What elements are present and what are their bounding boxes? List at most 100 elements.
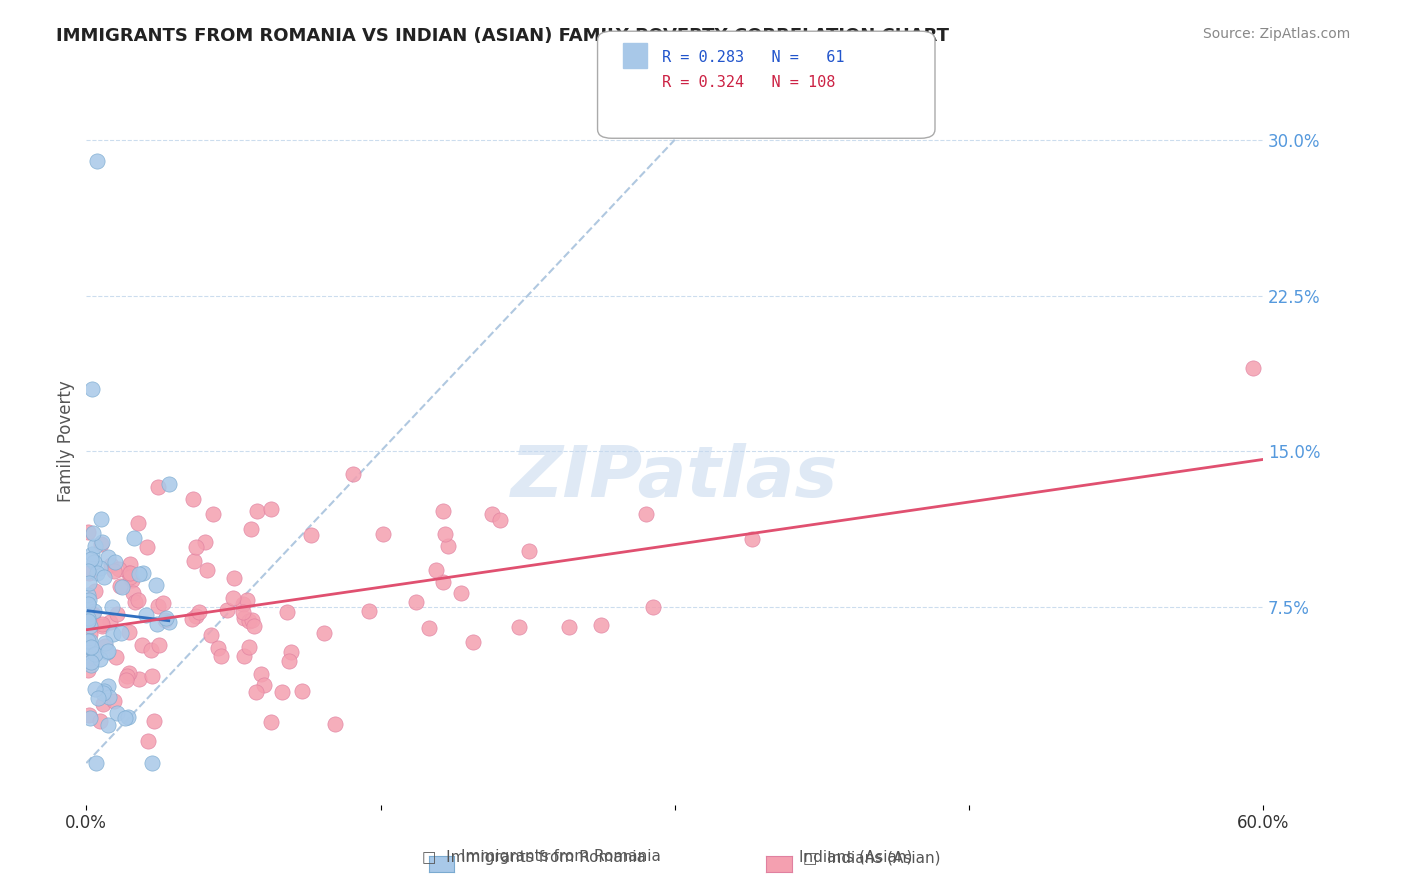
Point <box>323 717 346 731</box>
Point <box>83 539 105 553</box>
Point <box>97 644 120 658</box>
Text: Indians (Asian): Indians (Asian) <box>799 849 912 864</box>
Point <box>180 612 202 626</box>
Point <box>141 756 163 771</box>
Point <box>89 561 111 575</box>
Point <box>155 611 177 625</box>
Point <box>80 640 103 655</box>
Point <box>236 593 259 607</box>
Point <box>558 620 581 634</box>
Point <box>184 609 207 624</box>
Point <box>187 605 209 619</box>
Point <box>222 571 245 585</box>
Point <box>89 714 111 728</box>
Point <box>118 624 141 639</box>
Point <box>741 532 763 546</box>
Point <box>148 480 170 494</box>
Point <box>82 607 104 622</box>
Point <box>101 599 124 614</box>
Point <box>209 649 232 664</box>
Point <box>184 541 207 555</box>
Point <box>157 477 180 491</box>
Point <box>517 544 540 558</box>
Point <box>77 597 100 611</box>
Point <box>79 618 101 632</box>
Point <box>104 555 127 569</box>
Point <box>121 574 143 588</box>
Point <box>276 606 298 620</box>
Point <box>79 634 101 648</box>
Point <box>103 565 125 579</box>
Point <box>117 709 139 723</box>
Point <box>437 540 460 554</box>
Text: ZIPatlas: ZIPatlas <box>510 443 838 512</box>
Point <box>91 686 114 700</box>
Point <box>118 570 141 584</box>
Point <box>80 382 103 396</box>
Point <box>97 679 120 693</box>
Point <box>77 708 100 723</box>
Point <box>131 638 153 652</box>
Point <box>591 618 613 632</box>
Point <box>243 619 266 633</box>
Point <box>141 669 163 683</box>
Point <box>245 685 267 699</box>
Point <box>77 564 100 578</box>
Point <box>232 597 254 611</box>
Point <box>80 655 103 669</box>
Point <box>91 535 114 549</box>
Point <box>83 555 105 569</box>
Point <box>481 507 503 521</box>
Point <box>87 691 110 706</box>
Point <box>115 673 138 687</box>
Point <box>77 634 100 648</box>
Point <box>93 569 115 583</box>
Point <box>636 508 658 522</box>
Point <box>77 566 100 580</box>
Point <box>91 698 114 712</box>
Point <box>118 566 141 580</box>
Point <box>94 640 117 654</box>
Point <box>90 512 112 526</box>
Point <box>142 714 165 729</box>
Point <box>124 595 146 609</box>
Point <box>643 600 665 615</box>
Point <box>278 654 301 668</box>
Point <box>299 528 322 542</box>
Point <box>128 672 150 686</box>
Point <box>80 547 103 561</box>
Point <box>270 685 292 699</box>
Point <box>89 652 111 666</box>
Point <box>77 664 100 678</box>
Point <box>80 657 103 672</box>
Point <box>135 607 157 622</box>
Y-axis label: Family Poverty: Family Poverty <box>58 380 75 502</box>
Point <box>240 613 263 627</box>
Point <box>215 603 238 617</box>
Point <box>148 638 170 652</box>
Point <box>418 621 440 635</box>
Point <box>432 504 454 518</box>
Point <box>111 580 134 594</box>
Point <box>432 574 454 589</box>
Point <box>157 615 180 629</box>
Point <box>79 592 101 607</box>
Point <box>232 605 254 619</box>
Point <box>77 611 100 625</box>
Point <box>84 756 107 771</box>
Point <box>98 615 121 629</box>
Point <box>145 577 167 591</box>
Point <box>221 591 243 605</box>
Point <box>103 694 125 708</box>
Point <box>153 613 176 627</box>
Point <box>250 666 273 681</box>
Point <box>148 599 170 614</box>
Point <box>97 550 120 565</box>
Point <box>291 684 314 698</box>
Point <box>434 526 457 541</box>
Point <box>84 648 107 662</box>
Point <box>152 596 174 610</box>
Point <box>373 527 395 541</box>
Point <box>94 636 117 650</box>
Point <box>259 714 281 729</box>
